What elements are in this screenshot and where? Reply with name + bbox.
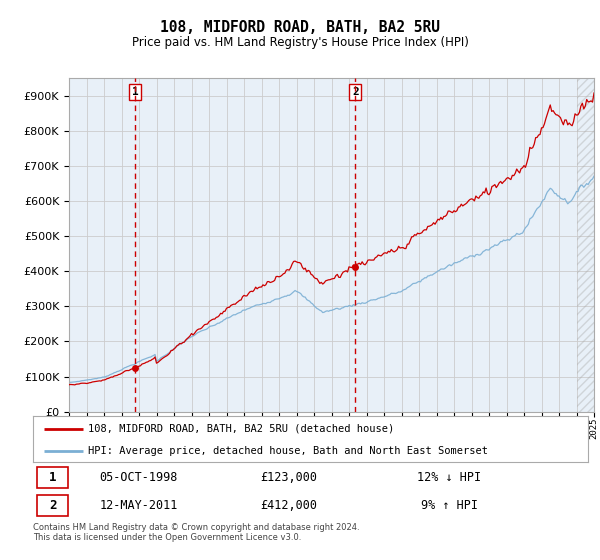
Text: 12% ↓ HPI: 12% ↓ HPI	[417, 470, 481, 484]
Text: HPI: Average price, detached house, Bath and North East Somerset: HPI: Average price, detached house, Bath…	[89, 446, 488, 455]
Text: 2: 2	[49, 498, 56, 512]
Text: 108, MIDFORD ROAD, BATH, BA2 5RU: 108, MIDFORD ROAD, BATH, BA2 5RU	[160, 20, 440, 35]
Text: £412,000: £412,000	[260, 498, 317, 512]
Text: 12-MAY-2011: 12-MAY-2011	[99, 498, 178, 512]
Text: 108, MIDFORD ROAD, BATH, BA2 5RU (detached house): 108, MIDFORD ROAD, BATH, BA2 5RU (detach…	[89, 424, 395, 434]
Text: Price paid vs. HM Land Registry's House Price Index (HPI): Price paid vs. HM Land Registry's House …	[131, 36, 469, 49]
Text: 9% ↑ HPI: 9% ↑ HPI	[421, 498, 478, 512]
Text: 05-OCT-1998: 05-OCT-1998	[99, 470, 178, 484]
Text: 1: 1	[49, 470, 56, 484]
Text: £123,000: £123,000	[260, 470, 317, 484]
FancyBboxPatch shape	[37, 466, 68, 488]
Text: 1: 1	[132, 87, 139, 97]
FancyBboxPatch shape	[37, 494, 68, 516]
Text: 2: 2	[352, 87, 359, 97]
Text: Contains HM Land Registry data © Crown copyright and database right 2024.
This d: Contains HM Land Registry data © Crown c…	[33, 523, 359, 543]
